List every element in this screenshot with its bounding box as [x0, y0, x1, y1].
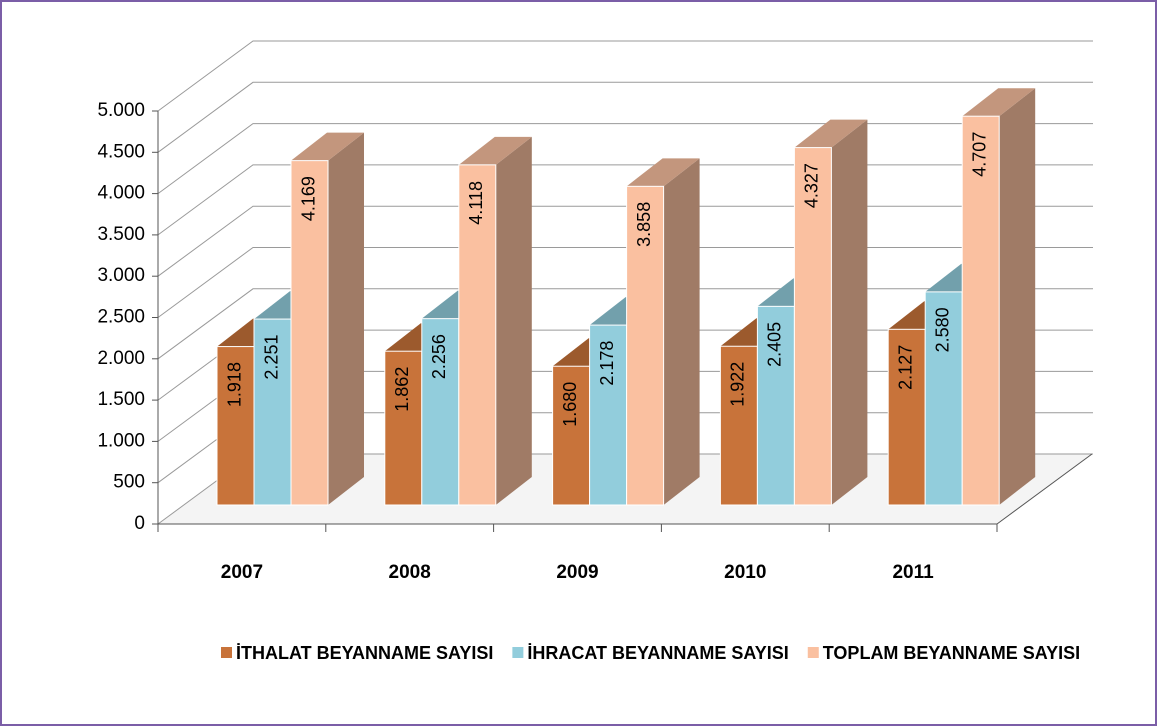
legend-swatch	[221, 647, 232, 658]
bar	[626, 185, 665, 506]
data-label: 2.178	[597, 341, 617, 386]
bar	[961, 115, 1000, 506]
data-label: 1.680	[560, 382, 580, 427]
bar	[552, 365, 591, 506]
data-label: 2.405	[765, 322, 785, 367]
y-tick-label: 4.000	[97, 183, 145, 204]
legend-label: İHRACAT BEYANNAME SAYISI	[527, 643, 788, 663]
bar	[253, 318, 292, 506]
bar-top	[794, 119, 868, 148]
legend-label: İTHALAT BEYANNAME SAYISI	[236, 643, 493, 663]
bar	[756, 305, 795, 506]
y-tick-label: 2.000	[97, 348, 145, 369]
data-label: 4.118	[466, 181, 486, 225]
bar-top	[458, 136, 532, 165]
bar	[589, 324, 628, 506]
data-label: 2.127	[895, 345, 915, 390]
x-tick-label: 2007	[221, 562, 263, 583]
y-tick-label: 5.000	[97, 100, 145, 121]
bar	[719, 345, 758, 506]
y-tick-label: 2.500	[97, 307, 145, 328]
grid-line	[157, 81, 1093, 153]
y-tick-label: 0	[134, 513, 145, 534]
data-label: 2.251	[261, 335, 281, 380]
y-tick-label: 1.000	[97, 430, 145, 451]
y-tick-label: 500	[113, 472, 145, 493]
grid-line	[157, 40, 1093, 112]
data-label: 4.169	[298, 176, 318, 221]
data-label: 3.858	[634, 202, 654, 247]
y-tick-label: 3.000	[97, 265, 145, 286]
bar-top	[626, 158, 700, 187]
data-label: 1.922	[728, 362, 748, 407]
floor-edge	[996, 453, 1093, 525]
data-label: 2.580	[932, 307, 952, 352]
x-tick-label: 2010	[724, 562, 766, 583]
grid-line	[157, 123, 1093, 195]
legend-swatch	[512, 647, 524, 658]
bar-side	[328, 132, 364, 505]
legend-swatch	[807, 647, 819, 658]
x-tick-label: 2009	[556, 562, 598, 583]
data-label: 1.862	[392, 367, 412, 412]
bar	[421, 318, 460, 506]
bar-side	[495, 136, 532, 505]
data-label: 1.918	[224, 362, 244, 407]
y-tick-label: 3.500	[97, 224, 145, 245]
data-label: 2.256	[429, 334, 449, 379]
bar-side	[663, 158, 700, 505]
bar-top	[291, 132, 364, 161]
legend-label: TOPLAM BEYANNAME SAYISI	[823, 643, 1080, 663]
bar-side	[831, 119, 868, 506]
bar	[458, 164, 497, 506]
bar-top	[962, 88, 1036, 117]
data-label: 4.327	[802, 163, 822, 208]
bar-side	[999, 88, 1036, 506]
bar	[887, 328, 926, 506]
bar	[924, 291, 963, 506]
bar	[216, 346, 255, 506]
y-tick-label: 1.500	[97, 389, 145, 410]
bar	[793, 147, 832, 506]
x-tick-label: 2008	[389, 562, 431, 583]
y-tick-label: 4.500	[97, 141, 145, 162]
bar	[290, 160, 329, 506]
x-tick-label: 2011	[892, 562, 934, 583]
data-label: 4.707	[969, 132, 989, 177]
bar	[384, 350, 423, 506]
